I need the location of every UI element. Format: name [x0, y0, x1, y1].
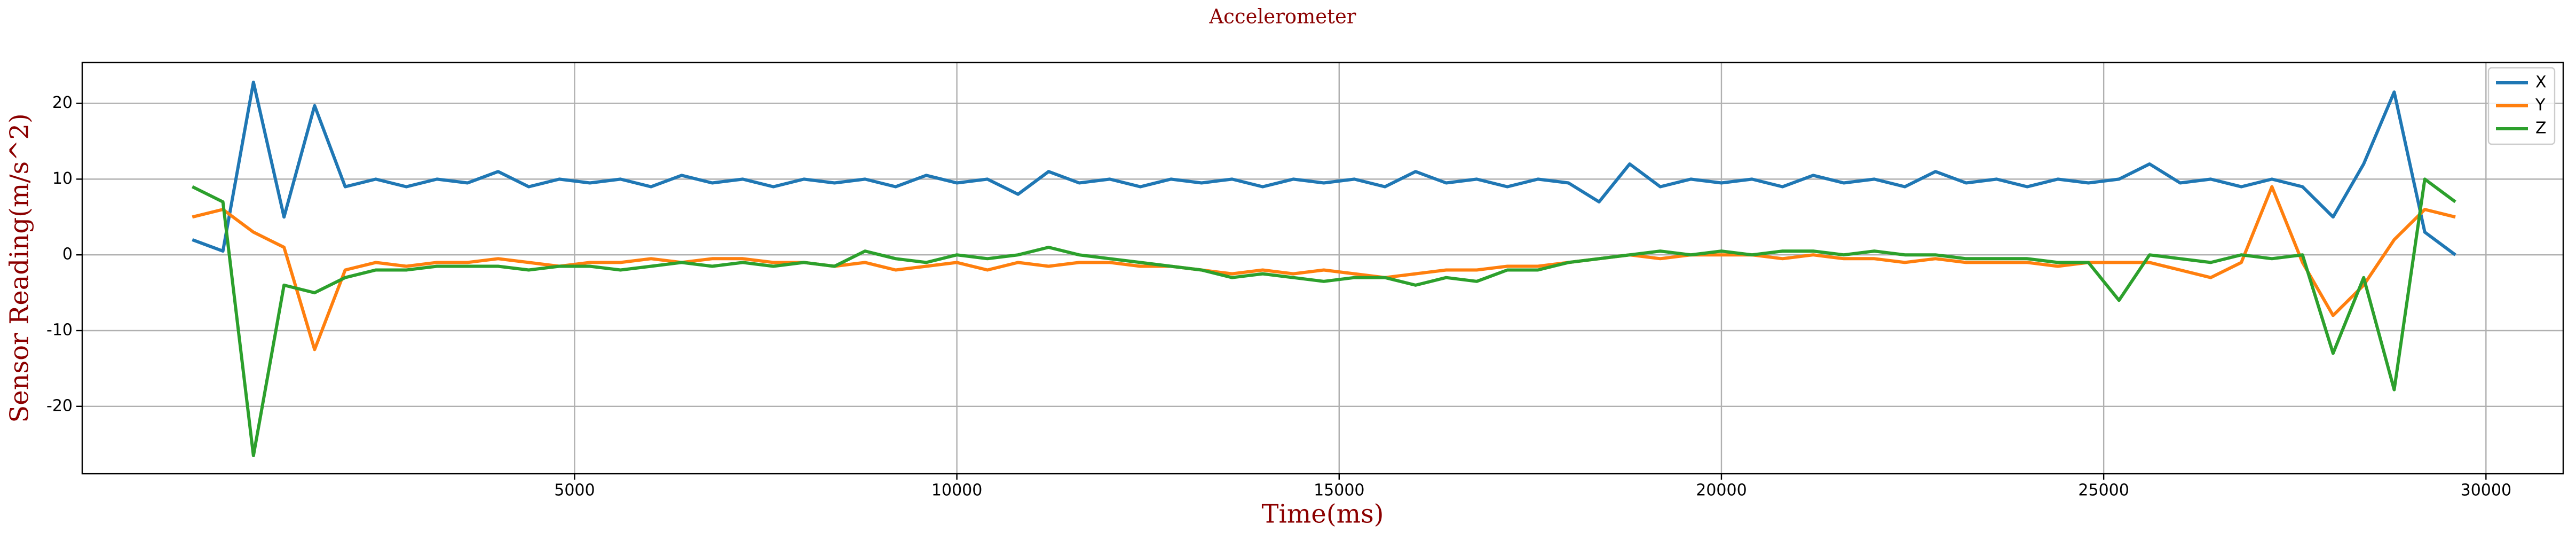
- plot-frame: [81, 61, 2564, 475]
- y-tick-label: 0: [62, 245, 73, 264]
- x-tick-label: 10000: [931, 481, 982, 500]
- series-line: [191, 177, 2456, 457]
- x-tick-label: 15000: [1314, 481, 1364, 500]
- x-axis-label: Time(ms): [1262, 499, 1384, 529]
- legend-label: Z: [2535, 119, 2547, 138]
- legend: XYZ: [2487, 67, 2556, 145]
- legend-label: X: [2535, 73, 2547, 92]
- chart-title: Accelerometer: [1208, 5, 1356, 28]
- y-tick-label: -10: [46, 320, 73, 339]
- y-tick-label: 10: [52, 169, 73, 188]
- legend-label: Y: [2535, 96, 2546, 115]
- y-axis-label: Sensor Reading(m/s^2): [5, 113, 35, 422]
- x-tick-label: 25000: [2078, 481, 2129, 500]
- x-tick-label: 30000: [2461, 481, 2511, 500]
- x-tick-label: 20000: [1696, 481, 1747, 500]
- x-tick-label: 5000: [554, 481, 595, 500]
- y-tick-label: 20: [52, 93, 73, 112]
- y-tick-label: -20: [46, 396, 73, 415]
- series-line: [192, 80, 2456, 256]
